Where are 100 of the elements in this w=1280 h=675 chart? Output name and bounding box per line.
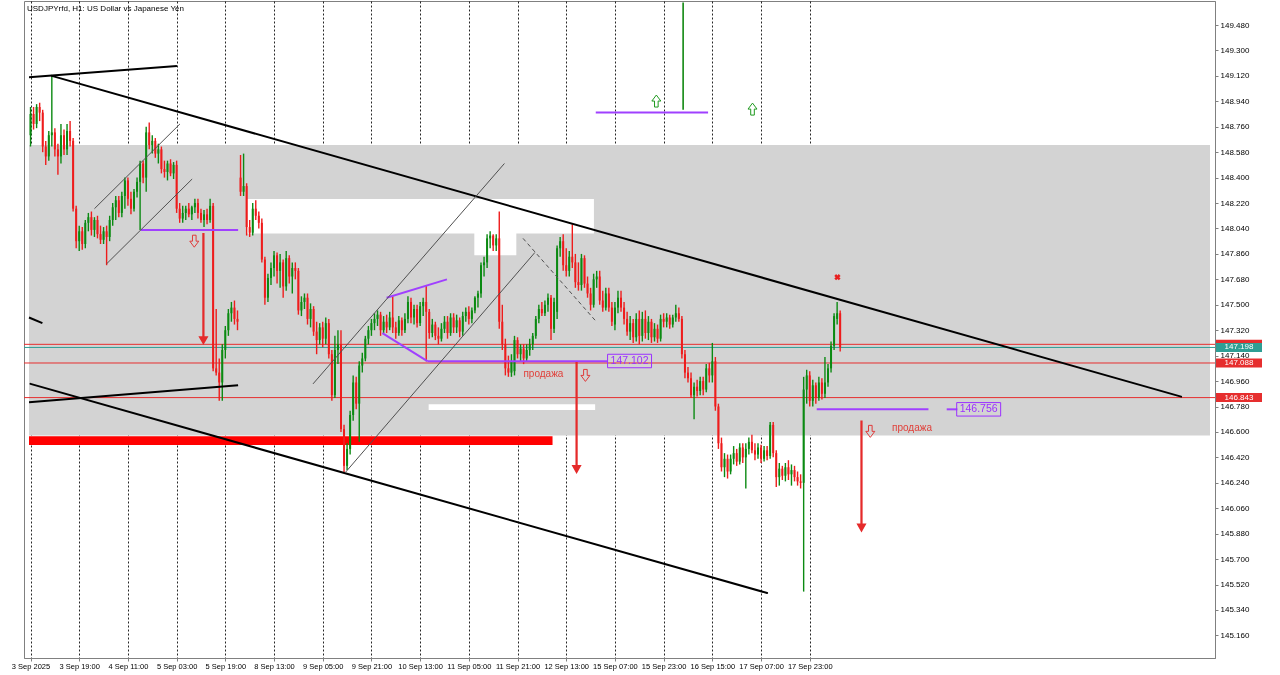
candlestick xyxy=(790,463,793,487)
candlestick xyxy=(93,216,96,238)
candlestick xyxy=(513,335,516,377)
y-tick-label: 147.680 xyxy=(1220,274,1250,284)
y-tick-label: 149.480 xyxy=(1220,20,1250,30)
annotation: продажа xyxy=(892,421,933,433)
candlestick xyxy=(811,378,814,408)
y-tick-label: 145.160 xyxy=(1220,630,1250,640)
y-tick-label: 146.060 xyxy=(1220,503,1250,513)
y-tick-label: 146.600 xyxy=(1220,427,1250,437)
candlestick xyxy=(300,295,303,317)
candlestick xyxy=(148,121,151,151)
candlestick xyxy=(656,323,659,344)
candlestick xyxy=(355,376,358,411)
candlestick xyxy=(385,313,388,334)
y-tick-label: 148.580 xyxy=(1220,147,1250,157)
candlestick xyxy=(452,312,455,334)
candlestick xyxy=(604,287,607,312)
candlestick xyxy=(419,301,422,327)
candlestick xyxy=(410,297,412,324)
candlestick xyxy=(425,284,428,362)
candlestick xyxy=(693,381,696,420)
candlestick xyxy=(437,326,440,346)
candlestick xyxy=(461,311,464,337)
candlestick xyxy=(699,376,702,396)
ref-line-label: 146.843 xyxy=(1224,392,1255,402)
candlestick xyxy=(580,253,583,292)
candlestick xyxy=(309,302,312,329)
candlestick xyxy=(279,253,282,289)
candlestick xyxy=(209,198,212,224)
y-tick-label: 146.960 xyxy=(1220,376,1250,386)
candlestick xyxy=(166,159,169,182)
candlestick xyxy=(778,462,781,487)
candlestick xyxy=(114,195,117,221)
candlestick xyxy=(382,315,385,334)
candlestick xyxy=(796,470,799,487)
chart-title: USDJPYrfd, H1: US Dollar vs Japanese Yen xyxy=(27,4,184,13)
candlestick xyxy=(139,159,142,231)
candlestick xyxy=(431,318,434,338)
candlestick xyxy=(99,224,102,245)
candlestick xyxy=(690,371,693,399)
candlestick xyxy=(787,459,790,481)
candlestick xyxy=(434,321,437,341)
candlestick xyxy=(583,254,586,289)
candlestick xyxy=(291,261,294,295)
candlestick xyxy=(239,154,242,197)
y-tick-label: 146.780 xyxy=(1220,402,1250,411)
candlestick xyxy=(59,123,62,165)
ref-line-label: 147.198 xyxy=(1224,342,1255,352)
candlestick xyxy=(151,134,154,155)
candlestick xyxy=(446,315,449,340)
candlestick xyxy=(413,304,416,326)
candlestick xyxy=(665,312,668,329)
candlestick xyxy=(589,287,592,312)
y-tick-label: 147.320 xyxy=(1220,325,1250,335)
candlestick xyxy=(653,322,656,343)
candlestick xyxy=(726,453,729,480)
candlestick xyxy=(644,309,647,340)
candlestick xyxy=(160,145,163,175)
candlestick xyxy=(516,336,519,360)
candlestick xyxy=(674,304,677,323)
candlestick xyxy=(32,106,35,131)
candlestick xyxy=(708,362,711,384)
candlestick xyxy=(196,198,199,220)
candlestick xyxy=(540,301,543,317)
candlestick xyxy=(169,158,172,177)
candlestick xyxy=(635,312,638,343)
candlestick xyxy=(187,202,190,218)
candlestick xyxy=(416,304,419,329)
candlestick xyxy=(632,318,635,344)
candlestick xyxy=(711,342,714,384)
candlestick xyxy=(233,299,236,326)
candlestick xyxy=(397,315,400,337)
candlestick xyxy=(662,312,665,329)
y-tick-label: 149.300 xyxy=(1220,45,1250,55)
candlestick xyxy=(102,226,105,245)
candlestick xyxy=(723,452,726,478)
candlestick xyxy=(638,309,641,346)
candlestick xyxy=(66,123,69,156)
candlestick xyxy=(288,254,291,285)
y-tick-label: 146.240 xyxy=(1220,478,1250,488)
candlestick xyxy=(629,315,632,341)
candlestick xyxy=(90,210,93,237)
candlestick xyxy=(525,343,528,362)
y-tick-label: 148.760 xyxy=(1220,122,1250,132)
candlestick xyxy=(546,292,549,313)
candlestick xyxy=(236,309,239,331)
candlestick xyxy=(641,311,644,343)
candlestick xyxy=(793,465,796,483)
candlestick xyxy=(142,159,145,184)
candlestick xyxy=(455,313,458,334)
candlestick xyxy=(321,321,324,348)
y-tick-label: 149.120 xyxy=(1220,71,1250,81)
candlestick xyxy=(84,219,87,249)
candlestick xyxy=(157,143,160,165)
candlestick xyxy=(817,376,820,402)
candlestick xyxy=(814,381,817,405)
candlestick xyxy=(29,106,32,148)
candlestick xyxy=(440,322,443,343)
candlestick xyxy=(705,363,708,394)
